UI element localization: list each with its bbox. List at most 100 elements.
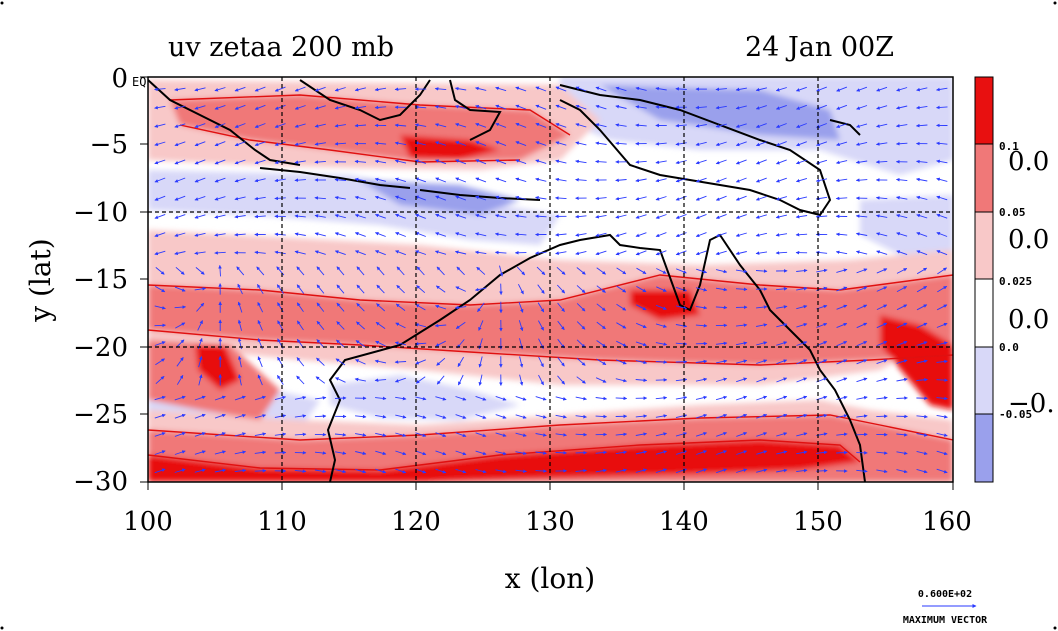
wind-vector bbox=[675, 123, 687, 128]
wind-vector bbox=[214, 159, 226, 165]
wind-vector bbox=[155, 358, 165, 366]
wind-vector bbox=[715, 105, 727, 110]
wind-vector bbox=[876, 359, 888, 365]
wind-vector bbox=[194, 395, 206, 401]
wind-vector bbox=[314, 232, 326, 237]
wind-vector bbox=[194, 432, 206, 437]
wind-vector bbox=[776, 323, 788, 328]
colorbar-swatch bbox=[975, 279, 993, 347]
wind-vector bbox=[375, 340, 386, 347]
wind-vector bbox=[394, 195, 406, 201]
wind-vector bbox=[174, 450, 186, 455]
wind-vector bbox=[756, 413, 768, 419]
wind-vector bbox=[655, 214, 667, 219]
wind-vector bbox=[254, 250, 266, 255]
wind-vector bbox=[856, 469, 868, 473]
wind-vector bbox=[875, 196, 888, 200]
y-tick-label: −25 bbox=[73, 400, 128, 430]
wind-vector bbox=[876, 105, 888, 110]
wind-vector bbox=[615, 396, 628, 401]
wind-vector bbox=[535, 141, 547, 146]
wind-vector bbox=[756, 395, 768, 401]
wind-vector bbox=[414, 105, 427, 109]
wind-vector bbox=[855, 232, 868, 236]
wind-vector bbox=[655, 160, 667, 165]
wind-vector bbox=[755, 159, 767, 165]
wind-vector bbox=[916, 177, 928, 182]
wind-vector bbox=[695, 413, 708, 419]
wind-vector bbox=[675, 87, 687, 91]
wind-vector bbox=[615, 123, 627, 127]
wind-vector bbox=[414, 159, 427, 164]
wind-vector bbox=[514, 232, 527, 237]
wind-vector bbox=[214, 104, 226, 110]
wind-vector bbox=[896, 396, 908, 400]
wind-vector bbox=[555, 159, 567, 164]
wind-vector bbox=[916, 250, 928, 256]
wind-vector bbox=[715, 87, 727, 92]
wind-vector bbox=[454, 86, 467, 91]
wind-vector bbox=[836, 395, 848, 401]
wind-vector bbox=[376, 284, 385, 294]
wind-vector bbox=[355, 433, 367, 437]
wind-vector bbox=[194, 413, 206, 419]
wind-vector bbox=[334, 105, 346, 110]
wind-vector bbox=[196, 302, 205, 312]
wind-vector bbox=[936, 177, 948, 182]
wind-vector bbox=[616, 303, 627, 311]
wind-vector bbox=[495, 86, 507, 92]
wind-vector bbox=[314, 469, 327, 474]
wind-vector bbox=[555, 232, 567, 237]
wind-vector bbox=[294, 160, 306, 164]
wind-vector bbox=[519, 374, 524, 386]
wind-vector bbox=[334, 250, 346, 256]
wind-vector bbox=[254, 414, 267, 419]
wind-vector bbox=[455, 321, 466, 329]
wind-vector bbox=[455, 468, 467, 474]
wind-vector bbox=[355, 340, 366, 348]
wind-vector bbox=[415, 359, 426, 365]
coastline-java bbox=[259, 167, 411, 189]
wind-vector bbox=[236, 266, 245, 276]
wind-vector bbox=[876, 304, 888, 311]
wind-vector bbox=[475, 195, 487, 201]
wind-vector bbox=[875, 142, 888, 146]
wind-vector bbox=[715, 287, 728, 292]
wind-vector bbox=[296, 266, 305, 276]
wind-vector bbox=[334, 432, 347, 437]
wind-vector bbox=[635, 123, 647, 128]
wind-vector bbox=[455, 232, 467, 237]
wind-vector bbox=[936, 414, 948, 419]
wind-vector bbox=[214, 251, 226, 255]
wind-vector bbox=[375, 414, 387, 419]
wind-vector bbox=[455, 396, 467, 401]
wind-vector bbox=[675, 468, 687, 474]
carpentaria-core bbox=[630, 290, 700, 320]
wind-vector bbox=[176, 357, 184, 367]
wind-vector bbox=[234, 177, 246, 183]
wind-vector bbox=[334, 214, 346, 219]
wind-vector bbox=[655, 450, 668, 455]
wind-vector bbox=[375, 432, 387, 437]
wind-vector bbox=[555, 104, 567, 110]
wind-vector bbox=[775, 104, 787, 110]
wind-vector bbox=[495, 414, 507, 419]
wind-vector bbox=[595, 214, 607, 219]
wind-vector bbox=[835, 196, 848, 201]
wind-vector bbox=[535, 414, 547, 419]
grid-lines bbox=[148, 77, 953, 482]
wind-vector bbox=[755, 214, 767, 219]
wind-vector bbox=[436, 266, 445, 276]
wind-vector bbox=[535, 469, 547, 473]
wind-vector bbox=[936, 432, 948, 437]
wind-vector bbox=[596, 340, 606, 348]
wind-vector bbox=[194, 87, 206, 92]
wind-vector bbox=[595, 123, 607, 128]
wind-vector bbox=[374, 213, 386, 219]
wind-vector bbox=[856, 268, 868, 274]
wind-vector bbox=[736, 377, 748, 383]
wind-vector bbox=[576, 285, 586, 294]
wind-vector bbox=[635, 250, 647, 256]
wind-vector bbox=[775, 159, 787, 165]
wind-vector bbox=[676, 268, 687, 274]
